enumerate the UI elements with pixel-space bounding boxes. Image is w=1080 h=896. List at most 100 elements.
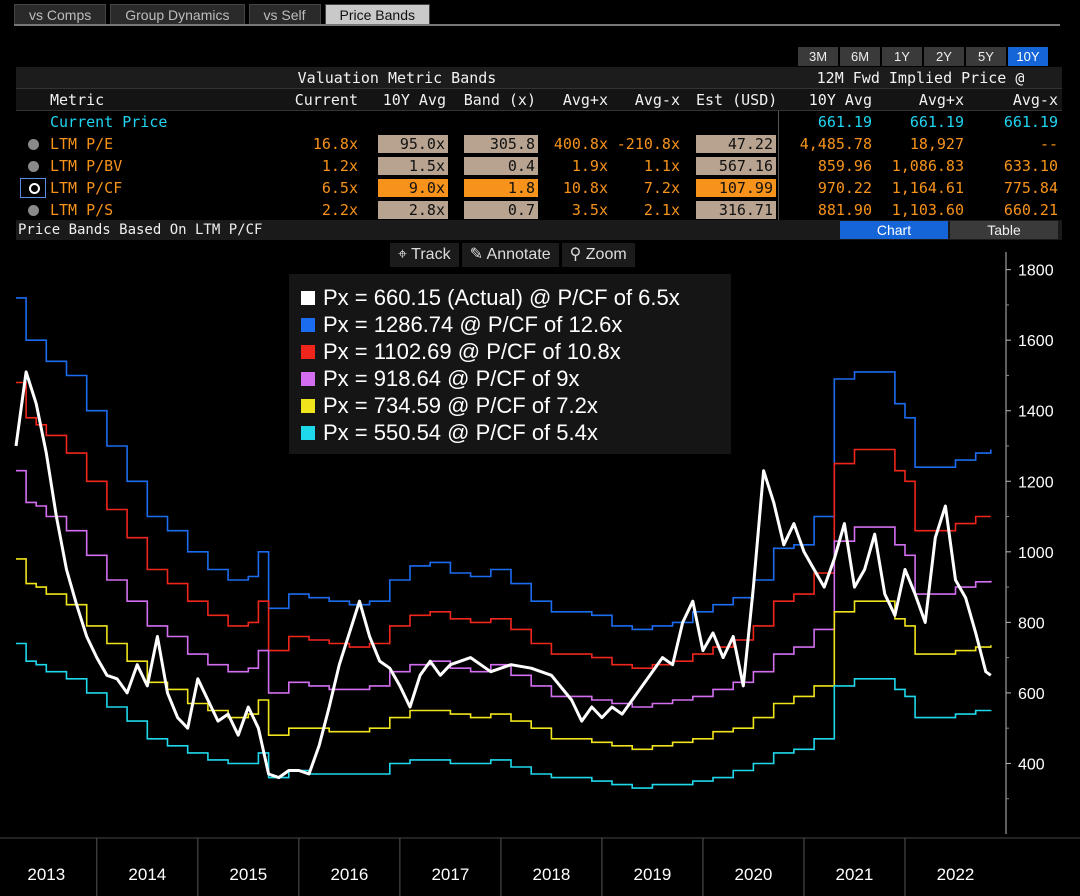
row-select-bullet[interactable]	[28, 161, 39, 172]
tab-divider	[14, 24, 1060, 26]
avg-value[interactable]: 9.0x	[378, 179, 448, 197]
price-avg-plus: 1,164.61	[891, 179, 964, 197]
col-price-avg-minus[interactable]: Avg-x	[1012, 91, 1058, 109]
avg-plus-value: 1.9x	[571, 157, 608, 175]
table-group-header: Valuation Metric Bands 12M Fwd Implied P…	[16, 67, 1062, 89]
col-current[interactable]: Current	[294, 91, 358, 109]
x-tick-label: 2016	[330, 865, 368, 884]
x-tick-label: 2018	[532, 865, 570, 884]
price-avg: 859.96	[817, 157, 872, 175]
tab-group-dynamics[interactable]: Group Dynamics	[110, 4, 245, 24]
chart-view-button[interactable]: Chart	[840, 221, 948, 239]
legend-item-7-2x: Px = 734.59 @ P/CF of 7.2x	[301, 392, 719, 419]
price-band-chart[interactable]: 400 600 800 1000 1200 1400 1600 1800 2013 2014 201…	[0, 246, 1080, 896]
col-est[interactable]: Est (USD)	[696, 91, 778, 109]
avg-minus-value: -210.8x	[616, 135, 680, 153]
est-value[interactable]: 567.16	[696, 157, 776, 175]
legend-item-10-8x: Px = 1102.69 @ P/CF of 10.8x	[301, 338, 719, 365]
period-3m-button[interactable]: 3M	[798, 47, 838, 66]
period-6m-button[interactable]: 6M	[840, 47, 880, 66]
metric-label: LTM P/E	[50, 135, 114, 153]
table-row[interactable]: LTM P/BV 1.2x 1.5x 0.4 1.9x 1.1x 567.16 …	[16, 155, 1062, 177]
metric-label: LTM P/BV	[50, 157, 123, 175]
row-select-bullet[interactable]	[28, 139, 39, 150]
period-1y-button[interactable]: 1Y	[882, 47, 922, 66]
y-tick-label: 1000	[1018, 545, 1054, 562]
table-view-button[interactable]: Table	[950, 221, 1058, 239]
table-row-selected[interactable]: LTM P/CF 6.5x 9.0x 1.8 10.8x 7.2x 107.99…	[16, 177, 1062, 199]
tab-vs-self[interactable]: vs Self	[248, 4, 321, 24]
current-price-avg-plus: 661.19	[909, 113, 964, 131]
pencil-icon: ✎	[469, 246, 483, 263]
period-5y-button[interactable]: 5Y	[966, 47, 1006, 66]
legend-swatch	[301, 290, 315, 305]
current-price-10y-avg: 661.19	[817, 113, 872, 131]
avg-value[interactable]: 2.8x	[378, 201, 448, 219]
est-value[interactable]: 316.71	[696, 201, 776, 219]
est-value[interactable]: 107.99	[696, 179, 776, 197]
band-value[interactable]: 0.4	[464, 157, 538, 175]
group-header-implied-price: 12M Fwd Implied Price @	[816, 69, 1025, 87]
price-avg: 970.22	[817, 179, 872, 197]
avg-plus-value: 400.8x	[553, 135, 608, 153]
x-tick-label: 2015	[229, 865, 267, 884]
crosshair-icon: ⌖	[398, 246, 408, 263]
metric-label: LTM P/CF	[50, 179, 123, 197]
row-select-radio[interactable]	[20, 178, 46, 198]
legend-label: Px = 660.15 (Actual) @ P/CF of 6.5x	[323, 285, 680, 310]
x-tick-label: 2022	[937, 865, 975, 884]
col-price-10y-avg[interactable]: 10Y Avg	[808, 91, 872, 109]
col-avg-minus[interactable]: Avg-x	[634, 91, 680, 109]
x-tick-label: 2014	[128, 865, 166, 884]
band-value[interactable]: 305.8	[464, 135, 538, 153]
legend-label: Px = 550.54 @ P/CF of 5.4x	[323, 420, 598, 445]
legend-swatch	[301, 371, 315, 386]
avg-value[interactable]: 95.0x	[378, 135, 448, 153]
period-10y-button[interactable]: 10Y	[1008, 47, 1048, 66]
price-avg-minus: 775.84	[1003, 179, 1058, 197]
current-value: 1.2x	[321, 157, 358, 175]
col-avg-plus[interactable]: Avg+x	[562, 91, 608, 109]
x-tick-label: 2020	[735, 865, 773, 884]
price-avg: 4,485.78	[799, 135, 872, 153]
table-separator	[778, 67, 779, 221]
band-value[interactable]: 0.7	[464, 201, 538, 219]
legend-label: Px = 918.64 @ P/CF of 9x	[323, 366, 580, 391]
band-value[interactable]: 1.8	[464, 179, 538, 197]
col-band[interactable]: Band (x)	[463, 91, 536, 109]
track-button[interactable]: ⌖ Track	[390, 243, 459, 267]
chart-subtitle: Price Bands Based On LTM P/CF	[18, 222, 263, 238]
view-tabs: vs Comps Group Dynamics vs Self Price Ba…	[14, 4, 430, 26]
table-row[interactable]: LTM P/S 2.2x 2.8x 0.7 3.5x 2.1x 316.71 8…	[16, 199, 1062, 221]
current-value: 2.2x	[321, 201, 358, 219]
x-tick-label: 2017	[431, 865, 469, 884]
avg-plus-value: 10.8x	[562, 179, 608, 197]
price-avg-minus: 633.10	[1003, 157, 1058, 175]
col-price-avg-plus[interactable]: Avg+x	[918, 91, 964, 109]
group-header-valuation: Valuation Metric Bands	[297, 69, 497, 87]
est-value[interactable]: 47.22	[696, 135, 776, 153]
zoom-button[interactable]: ⚲ Zoom	[561, 243, 635, 267]
chart-toolbar: ⌖ Track ✎ Annotate ⚲ Zoom	[390, 243, 635, 267]
legend-label: Px = 1286.74 @ P/CF of 12.6x	[323, 312, 623, 337]
x-tick-label: 2019	[634, 865, 672, 884]
legend-label: Px = 1102.69 @ P/CF of 10.8x	[323, 339, 621, 364]
col-metric[interactable]: Metric	[50, 91, 105, 109]
series-line-band	[16, 558, 992, 751]
current-value: 16.8x	[312, 135, 358, 153]
avg-plus-value: 3.5x	[571, 201, 608, 219]
price-avg-minus: 660.21	[1003, 201, 1058, 219]
tab-price-bands[interactable]: Price Bands	[324, 4, 430, 24]
avg-value[interactable]: 1.5x	[378, 157, 448, 175]
row-select-bullet[interactable]	[28, 205, 39, 216]
x-tick-label: 2013	[27, 865, 65, 884]
annotate-button[interactable]: ✎ Annotate	[461, 243, 559, 267]
col-10y-avg[interactable]: 10Y Avg	[382, 91, 446, 109]
avg-minus-value: 7.2x	[643, 179, 680, 197]
period-2y-button[interactable]: 2Y	[924, 47, 964, 66]
metric-label: LTM P/S	[50, 201, 114, 219]
y-tick-label: 1200	[1018, 474, 1054, 491]
table-row[interactable]: LTM P/E 16.8x 95.0x 305.8 400.8x -210.8x…	[16, 133, 1062, 155]
tab-vs-comps[interactable]: vs Comps	[14, 4, 107, 24]
annotate-label: Annotate	[486, 246, 551, 263]
